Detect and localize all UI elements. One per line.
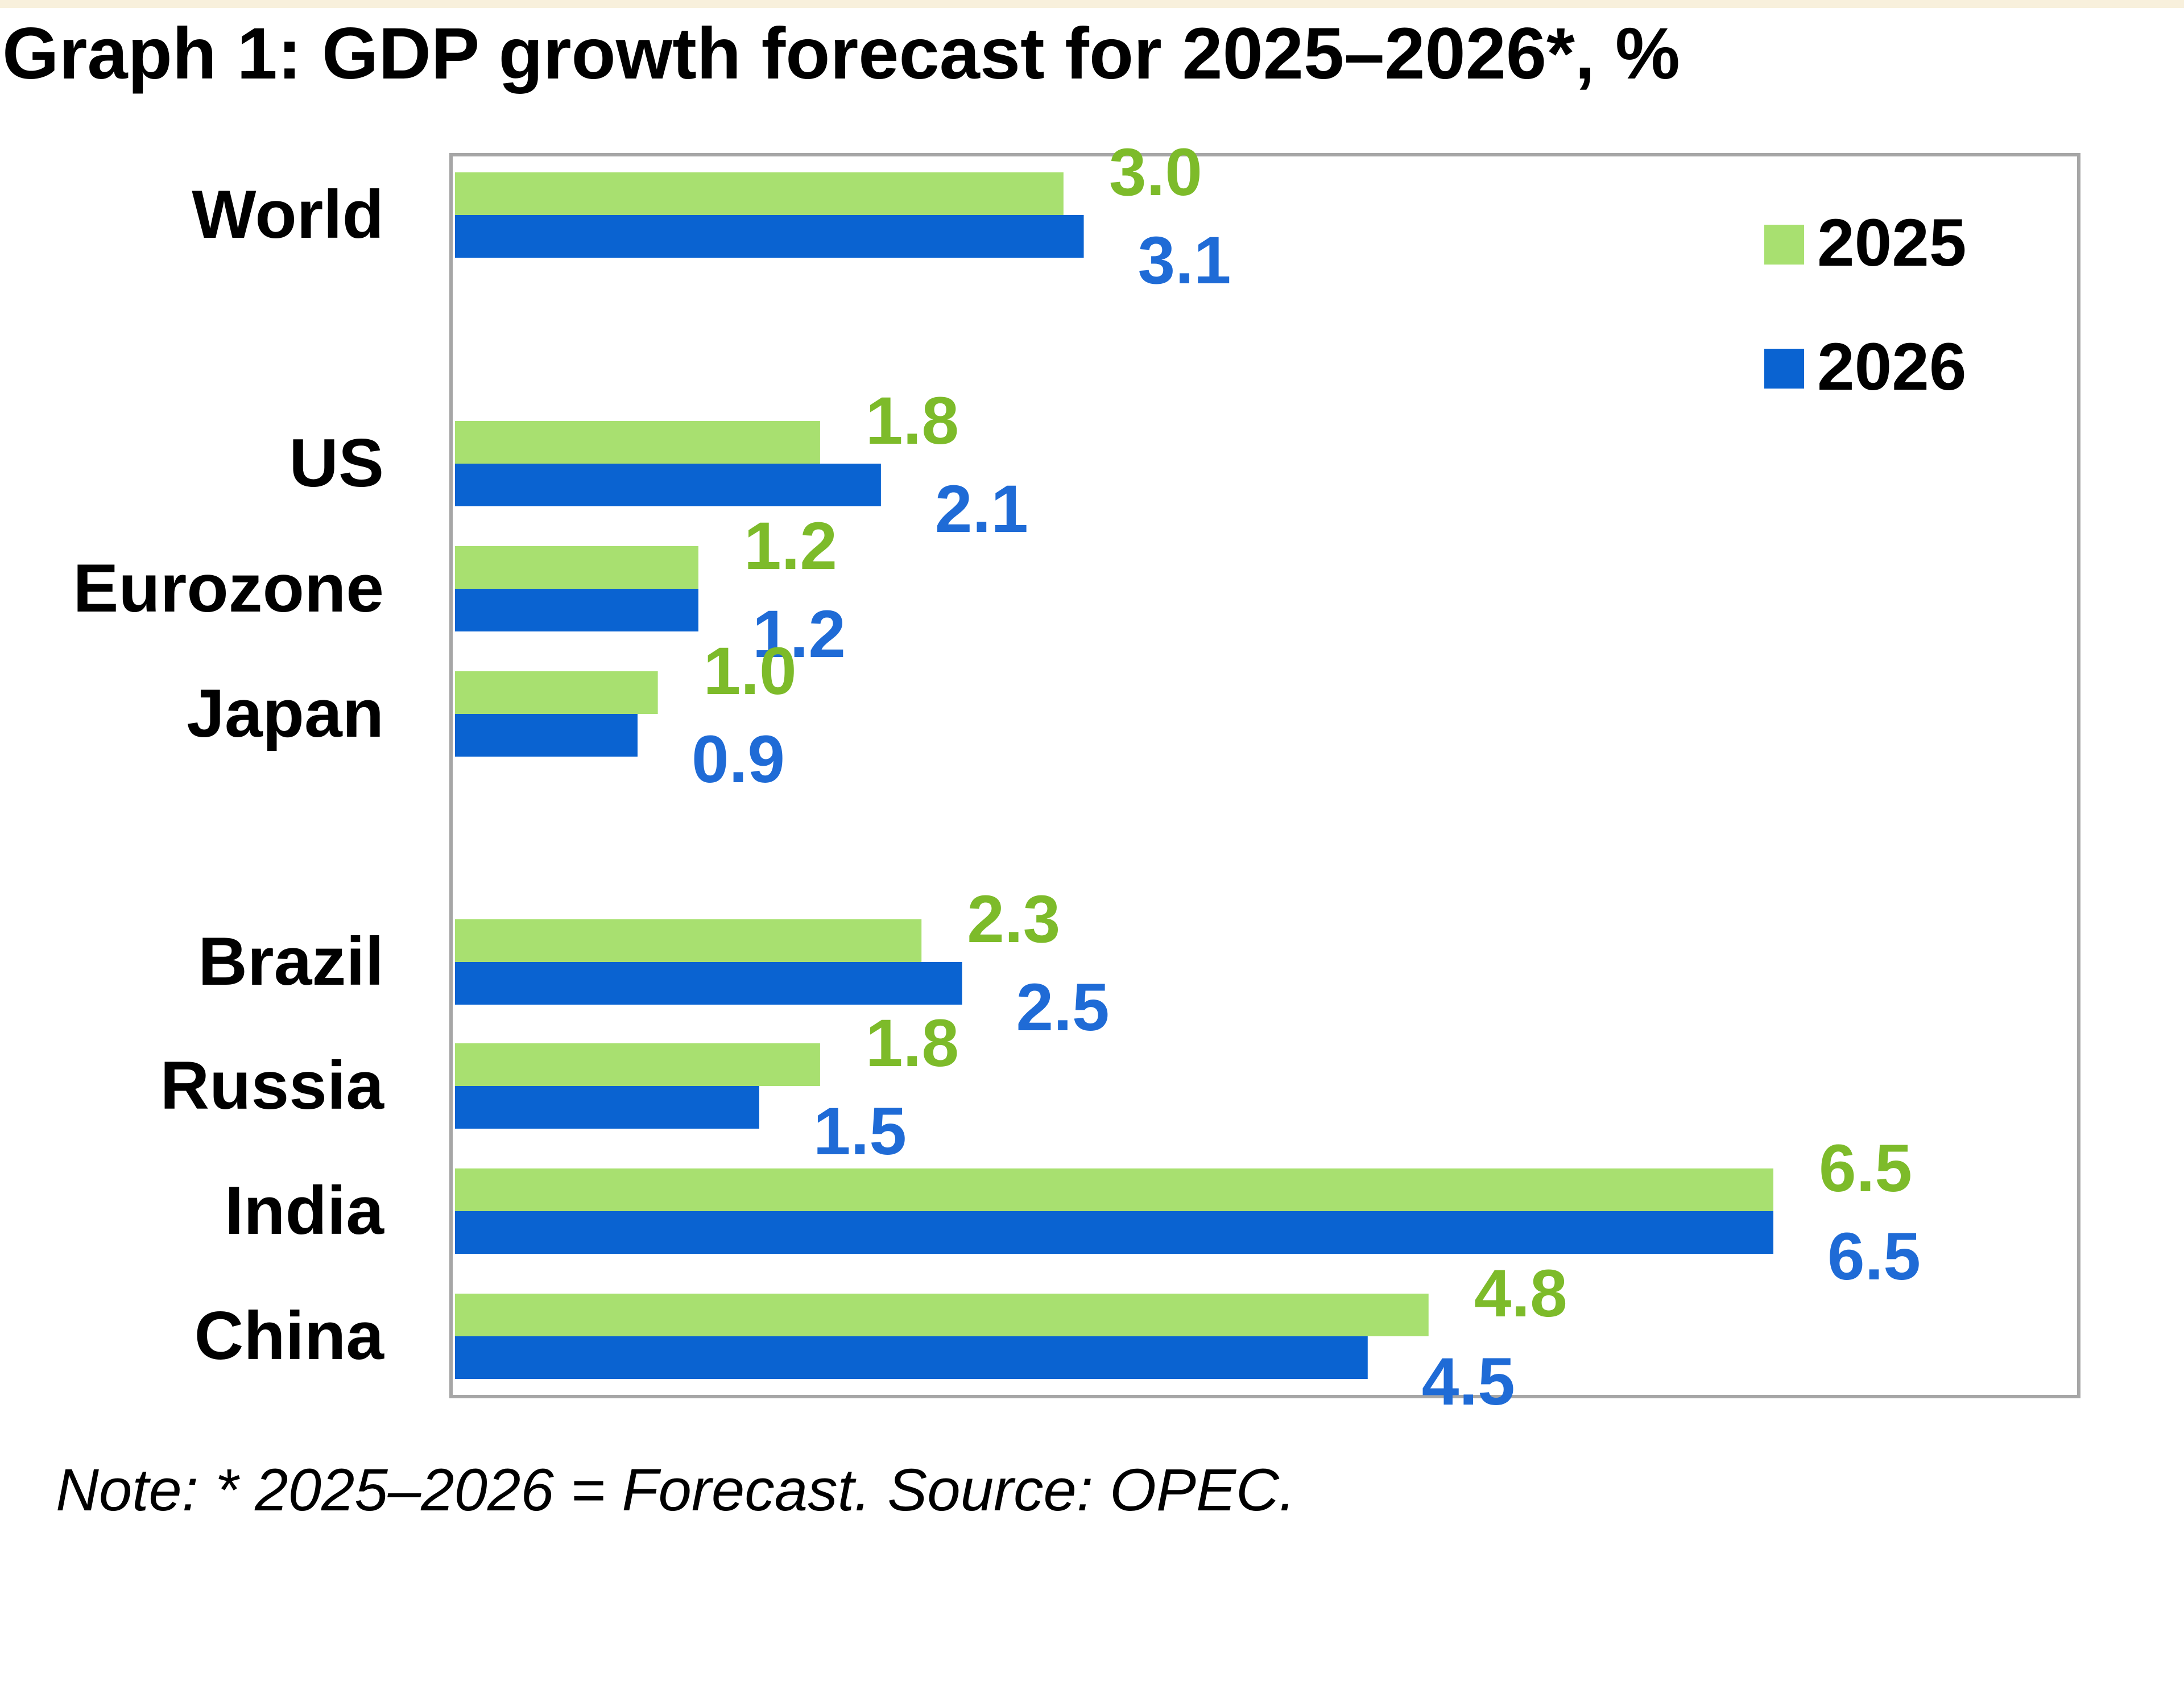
bar-russia-2025 xyxy=(455,1043,820,1086)
bar-eurozone-2026 xyxy=(455,589,698,631)
data-label-eurozone-2026: 1.2 xyxy=(752,597,846,672)
data-label-russia-2025: 1.8 xyxy=(866,1006,959,1081)
bar-china-2026 xyxy=(455,1336,1368,1379)
category-label-eurozone: Eurozone xyxy=(73,550,384,626)
category-label-japan: Japan xyxy=(187,675,384,751)
plot-area-frame xyxy=(449,153,2080,1398)
bar-china-2025 xyxy=(455,1294,1429,1336)
data-label-us-2026: 2.1 xyxy=(935,472,1028,547)
bar-us-2025 xyxy=(455,421,820,464)
bar-japan-2025 xyxy=(455,671,658,714)
chart-note: Note: * 2025–2026 = Forecast. Source: OP… xyxy=(56,1457,1296,1523)
category-label-brazil: Brazil xyxy=(198,923,384,1000)
data-label-japan-2026: 0.9 xyxy=(692,722,785,797)
data-label-china-2025: 4.8 xyxy=(1474,1256,1567,1331)
category-label-india: India xyxy=(225,1172,384,1249)
bar-brazil-2025 xyxy=(455,919,922,962)
data-label-world-2025: 3.0 xyxy=(1109,135,1202,210)
data-label-us-2025: 1.8 xyxy=(866,383,959,459)
data-label-eurozone-2025: 1.2 xyxy=(744,509,837,584)
chart-title: Graph 1: GDP growth forecast for 2025–20… xyxy=(2,13,1680,94)
bars-layer xyxy=(455,172,1773,1379)
data-label-japan-2025: 1.0 xyxy=(704,634,797,709)
bar-world-2026 xyxy=(455,215,1084,258)
data-label-brazil-2026: 2.5 xyxy=(1016,970,1110,1045)
bar-india-2026 xyxy=(455,1211,1773,1254)
bar-world-2025 xyxy=(455,172,1064,215)
category-label-china: China xyxy=(195,1298,385,1374)
bar-japan-2026 xyxy=(455,714,638,757)
bar-us-2026 xyxy=(455,464,881,506)
bar-india-2025 xyxy=(455,1168,1773,1211)
labels-layer: World 3.0 3.1 US 1.8 2.1 Eurozone 1.2 1.2 Japan 1.… xyxy=(73,135,1921,1419)
legend-swatch-2026 xyxy=(1764,349,1804,389)
bar-eurozone-2025 xyxy=(455,546,698,589)
data-label-brazil-2025: 2.3 xyxy=(967,882,1060,957)
category-label-world: World xyxy=(192,176,384,253)
legend: 2025 2026 xyxy=(1764,205,1967,404)
bar-brazil-2026 xyxy=(455,962,962,1005)
data-label-india-2025: 6.5 xyxy=(1819,1131,1912,1206)
category-label-russia: Russia xyxy=(160,1047,384,1124)
data-label-india-2026: 6.5 xyxy=(1827,1219,1921,1294)
data-label-russia-2026: 1.5 xyxy=(813,1094,907,1169)
legend-swatch-2025 xyxy=(1764,225,1804,265)
legend-label-2026: 2026 xyxy=(1817,329,1967,404)
bar-russia-2026 xyxy=(455,1086,759,1129)
data-label-world-2026: 3.1 xyxy=(1138,223,1231,298)
data-label-china-2026: 4.5 xyxy=(1422,1344,1515,1419)
legend-label-2025: 2025 xyxy=(1817,205,1967,280)
category-label-us: US xyxy=(289,425,384,501)
top-background-strip xyxy=(0,0,2184,8)
